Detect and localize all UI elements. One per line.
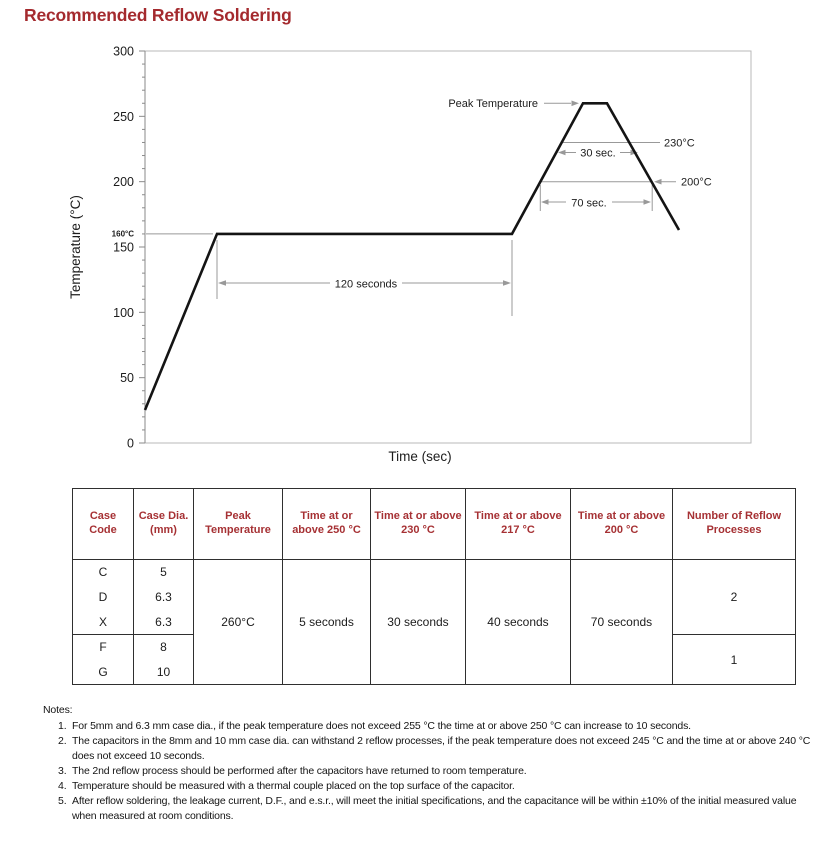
case-code-cell: F bbox=[72, 634, 134, 660]
temp-200-label: 200°C bbox=[681, 177, 712, 189]
peak-temp-cell: 260°C bbox=[193, 559, 283, 685]
note-text: Temperature should be measured with a th… bbox=[72, 780, 515, 792]
case-dia-cell: 6.3 bbox=[133, 584, 194, 610]
notes-section: Notes: 1. For 5mm and 6.3 mm case dia., … bbox=[43, 703, 821, 824]
note-item: 1. For 5mm and 6.3 mm case dia., if the … bbox=[43, 719, 821, 734]
col-header-case-code: Case Code bbox=[72, 488, 134, 560]
y-tick-label: 200 bbox=[113, 175, 134, 189]
y-tick-label: 100 bbox=[113, 306, 134, 320]
reflow-count-cdx-cell: 2 bbox=[672, 559, 796, 635]
notes-heading: Notes: bbox=[43, 704, 73, 716]
col-header-time-above-200: Time at or above 200 °C bbox=[570, 488, 673, 560]
col-header-peak-temp: Peak Temperature bbox=[193, 488, 283, 560]
note-text: For 5mm and 6.3 mm case dia., if the pea… bbox=[72, 720, 691, 732]
col-header-case-dia: Case Dia. (mm) bbox=[133, 488, 194, 560]
note-item: 4. Temperature should be measured with a… bbox=[43, 779, 821, 794]
time-above-250-cell: 5 seconds bbox=[282, 559, 371, 685]
col-header-time-above-250: Time at or above 250 °C bbox=[282, 488, 371, 560]
x-axis-title: Time (sec) bbox=[388, 449, 451, 464]
peak-temperature-label: Peak Temperature bbox=[448, 98, 538, 110]
case-code-cell: G bbox=[72, 659, 134, 685]
chart-annotations: Peak Temperature 230°C 30 sec. 200°C 70 … bbox=[335, 98, 712, 291]
time-above-200-cell: 70 seconds bbox=[570, 559, 673, 685]
case-dia-cell: 5 bbox=[133, 559, 194, 585]
plot-area bbox=[144, 50, 752, 444]
note-text: The 2nd reflow process should be perform… bbox=[72, 765, 527, 777]
case-code-cell: X bbox=[72, 609, 134, 635]
reflow-profile-chart: 300 250 200 150 100 50 0 160°C Temperatu… bbox=[68, 45, 752, 464]
table-header-row: Case Code Case Dia. (mm) Peak Temperatur… bbox=[72, 488, 796, 560]
temp-230-label: 230°C bbox=[664, 138, 695, 150]
note-number: 4. bbox=[58, 780, 67, 792]
reflow-spec-table: Case Code Case Dia. (mm) Peak Temperatur… bbox=[72, 488, 796, 685]
note-item: 5. After reflow soldering, the leakage c… bbox=[43, 794, 821, 824]
case-dia-cell: 6.3 bbox=[133, 609, 194, 635]
table-row: D 6.3 bbox=[72, 584, 796, 610]
y-tick-label: 0 bbox=[127, 437, 134, 451]
table-row: C 5 260°C 5 seconds 30 seconds 40 second… bbox=[72, 559, 796, 685]
col-header-reflow-count: Number of Reflow Processes bbox=[672, 488, 796, 560]
note-item: 3. The 2nd reflow process should be perf… bbox=[43, 764, 821, 779]
y-label-160c: 160°C bbox=[112, 230, 135, 239]
table-row: F 8 1 bbox=[72, 634, 796, 685]
case-dia-cell: 10 bbox=[133, 659, 194, 685]
note-text: After reflow soldering, the leakage curr… bbox=[72, 795, 797, 822]
note-text: The capacitors in the 8mm and 10 mm case… bbox=[72, 735, 811, 762]
note-number: 1. bbox=[58, 720, 67, 732]
note-number: 2. bbox=[58, 735, 67, 747]
case-code-cell: D bbox=[72, 584, 134, 610]
note-number: 5. bbox=[58, 795, 67, 807]
time-above-217-cell: 40 seconds bbox=[465, 559, 571, 685]
duration-120sec-label: 120 seconds bbox=[335, 279, 398, 291]
y-axis-tick-labels: 300 250 200 150 100 50 0 160°C bbox=[112, 45, 135, 451]
y-axis-title: Temperature (°C) bbox=[68, 195, 83, 299]
col-header-time-above-230: Time at or above 230 °C bbox=[370, 488, 466, 560]
duration-70sec-label: 70 sec. bbox=[571, 198, 606, 210]
col-header-time-above-217: Time at or above 217 °C bbox=[465, 488, 571, 560]
case-code-cell: C bbox=[72, 559, 134, 585]
y-tick-label: 300 bbox=[113, 45, 134, 59]
dimension-arrowheads bbox=[218, 100, 662, 286]
duration-30sec-label: 30 sec. bbox=[580, 148, 615, 160]
table-row: G 10 bbox=[72, 659, 796, 685]
table-row: X 6.3 bbox=[72, 609, 796, 635]
y-axis-ticks bbox=[139, 50, 145, 444]
reflow-count-fg-cell: 1 bbox=[672, 634, 796, 685]
time-above-230-cell: 30 seconds bbox=[370, 559, 466, 685]
y-tick-label: 50 bbox=[120, 371, 134, 385]
y-tick-label: 150 bbox=[113, 241, 134, 255]
note-number: 3. bbox=[58, 765, 67, 777]
y-tick-label: 250 bbox=[113, 110, 134, 124]
case-dia-cell: 8 bbox=[133, 634, 194, 660]
note-item: 2. The capacitors in the 8mm and 10 mm c… bbox=[43, 734, 821, 764]
temperature-profile-line bbox=[143, 102, 681, 411]
page-title: Recommended Reflow Soldering bbox=[24, 5, 292, 25]
